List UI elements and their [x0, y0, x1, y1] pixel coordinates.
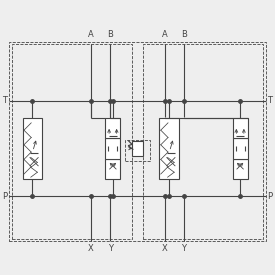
- Bar: [233, 138, 248, 159]
- Bar: [105, 138, 120, 159]
- Bar: [132, 141, 143, 156]
- Text: P: P: [2, 192, 7, 201]
- Text: B: B: [107, 31, 113, 39]
- Bar: [12, 45, 132, 239]
- Bar: [233, 159, 248, 179]
- Bar: [143, 45, 263, 239]
- Text: T: T: [2, 96, 7, 105]
- Text: X: X: [162, 244, 168, 253]
- Text: P: P: [268, 192, 273, 201]
- Bar: [23, 118, 42, 178]
- Bar: [160, 118, 178, 178]
- Text: B: B: [181, 31, 187, 39]
- Bar: [125, 140, 150, 161]
- Text: Y: Y: [182, 244, 186, 253]
- Bar: [105, 118, 120, 138]
- Bar: [105, 159, 120, 179]
- Text: X: X: [88, 244, 94, 253]
- Text: A: A: [162, 31, 168, 39]
- Bar: [9, 42, 266, 241]
- Text: A: A: [88, 31, 94, 39]
- Bar: [233, 118, 248, 138]
- Text: T: T: [268, 96, 273, 105]
- Text: Y: Y: [108, 244, 113, 253]
